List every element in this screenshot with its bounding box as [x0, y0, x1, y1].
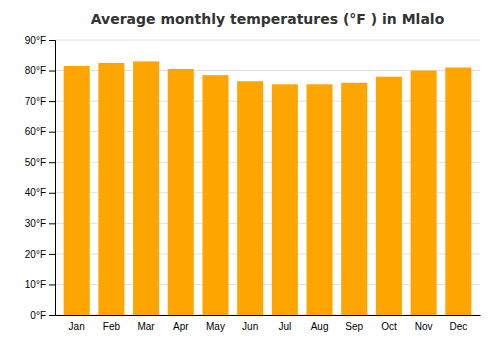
- bar: [341, 83, 367, 315]
- tick-mark: [49, 193, 55, 194]
- tick-label: Jun: [242, 321, 258, 332]
- x-tick: Oct: [381, 321, 397, 332]
- tick-label: 40°F: [25, 187, 46, 198]
- x-axis: Jan Feb Mar Apr May Jun Jul Aug Sep Oct Nov Dec: [56, 316, 481, 333]
- tick-label: Jan: [69, 321, 85, 332]
- tick-mark: [49, 254, 55, 255]
- y-tick: 30°F: [25, 218, 55, 229]
- tick-label: 70°F: [25, 96, 46, 107]
- y-tick: 60°F: [25, 126, 55, 137]
- y-tick: 20°F: [25, 249, 55, 260]
- x-tick: Jan: [69, 321, 85, 332]
- x-tick: May: [206, 321, 225, 332]
- x-tick: Apr: [173, 321, 189, 332]
- bar: [376, 77, 402, 315]
- x-tick: Dec: [449, 321, 467, 332]
- bar: [411, 71, 437, 315]
- bar: [445, 68, 471, 316]
- tick-label: Oct: [381, 321, 397, 332]
- tick-label: 60°F: [25, 126, 46, 137]
- tick-mark: [49, 162, 55, 163]
- tick-label: 20°F: [25, 249, 46, 260]
- y-tick: 90°F: [25, 35, 55, 46]
- y-tick: 80°F: [25, 65, 55, 76]
- tick-label: 30°F: [25, 218, 46, 229]
- tick-label: Apr: [173, 321, 189, 332]
- x-tick: Sep: [345, 321, 363, 332]
- tick-label: May: [206, 321, 225, 332]
- tick-label: Nov: [415, 321, 433, 332]
- tick-mark: [49, 284, 55, 285]
- x-tick: Jul: [278, 321, 291, 332]
- bar: [133, 61, 159, 315]
- chart-container: 0°F 10°F 20°F 30°F 40°F 50°F 60°F 70°F 80°F 90°F J…: [0, 0, 500, 350]
- y-tick: 40°F: [25, 187, 55, 198]
- bar: [202, 75, 228, 315]
- tick-mark: [49, 71, 55, 72]
- y-tick: 10°F: [25, 279, 55, 290]
- y-tick: 70°F: [25, 96, 55, 107]
- bar: [168, 69, 194, 315]
- tick-label: 0°F: [30, 310, 46, 321]
- axis-line: [56, 315, 481, 316]
- tick-mark: [49, 101, 55, 102]
- tick-label: 10°F: [25, 279, 46, 290]
- tick-label: Jul: [278, 321, 291, 332]
- y-tick: 50°F: [25, 157, 55, 168]
- tick-mark: [49, 132, 55, 133]
- tick-label: Sep: [345, 321, 363, 332]
- x-tick: Mar: [137, 321, 155, 332]
- y-axis: 0°F 10°F 20°F 30°F 40°F 50°F 60°F 70°F 80°F 90°F: [25, 35, 56, 321]
- tick-label: 90°F: [25, 35, 46, 46]
- grid: [55, 40, 480, 315]
- tick-label: Aug: [311, 321, 329, 332]
- tick-label: 50°F: [25, 157, 46, 168]
- grid-line: [55, 40, 480, 41]
- tick-mark: [49, 40, 55, 41]
- bar: [64, 66, 90, 315]
- x-tick: Jun: [242, 321, 258, 332]
- y-tick: 0°F: [30, 310, 55, 321]
- tick-label: 80°F: [25, 65, 46, 76]
- title: Average monthly temperatures (°F ) in Ml…: [91, 11, 445, 27]
- tick-label: Mar: [137, 321, 155, 332]
- x-tick: Nov: [415, 321, 433, 332]
- x-tick: Aug: [311, 321, 329, 332]
- tick-mark: [49, 223, 55, 224]
- bar: [98, 63, 124, 315]
- chart: 0°F 10°F 20°F 30°F 40°F 50°F 60°F 70°F 80°F 90°F J…: [0, 0, 500, 350]
- x-tick: Feb: [103, 321, 121, 332]
- tick-label: Feb: [103, 321, 121, 332]
- bar: [272, 84, 298, 315]
- bar: [307, 84, 333, 315]
- bars: [64, 61, 472, 315]
- tick-label: Dec: [449, 321, 467, 332]
- axis-line: [49, 41, 56, 316]
- bar: [237, 81, 263, 315]
- tick-mark: [49, 315, 55, 316]
